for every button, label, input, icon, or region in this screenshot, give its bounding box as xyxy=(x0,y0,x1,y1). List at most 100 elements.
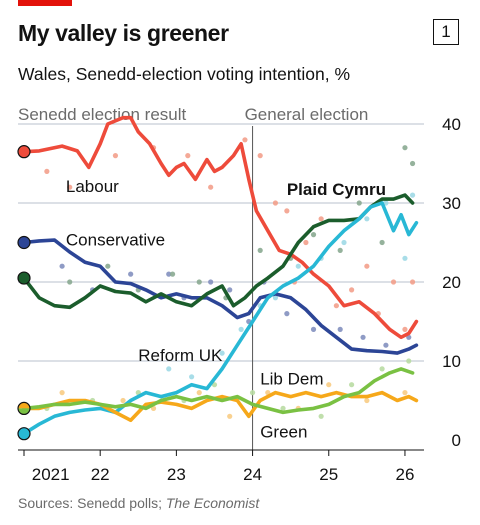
poll-dot xyxy=(402,390,408,396)
x-tick-label: 26 xyxy=(395,465,414,484)
annotation-general-election: General election xyxy=(245,105,369,124)
poll-dot xyxy=(360,334,366,340)
start-marker-conservative xyxy=(17,235,31,250)
axes: 0 10 20 30 40 2021 22 23 24 25 26 xyxy=(18,115,461,484)
gridlines xyxy=(18,123,424,362)
poll-dot xyxy=(169,271,176,277)
poll-dot xyxy=(318,413,324,419)
poll-dot xyxy=(44,168,50,174)
poll-dot xyxy=(295,263,301,269)
poll-dot xyxy=(196,279,202,285)
poll-dot xyxy=(409,192,416,198)
poll-dot xyxy=(249,390,256,396)
poll-dot xyxy=(272,295,279,301)
poll-dot xyxy=(402,255,408,261)
poll-dot xyxy=(333,303,339,309)
poll-dot xyxy=(284,208,290,214)
series-label-plaid-cymru: Plaid Cymru xyxy=(287,180,386,199)
poll-dot xyxy=(364,263,370,269)
poll-dot xyxy=(112,153,119,159)
poll-dot xyxy=(337,247,343,253)
series-label-conservative: Conservative xyxy=(66,231,165,250)
start-marker-labour xyxy=(17,145,31,159)
poll-dot xyxy=(128,271,134,277)
poll-dot xyxy=(310,326,317,332)
x-tick-label: 24 xyxy=(243,465,262,484)
start-marker-green xyxy=(18,408,30,415)
poll-dot xyxy=(166,271,172,277)
series-label-reform-uk: Reform UK xyxy=(138,346,223,365)
poll-dot xyxy=(59,390,65,396)
annotation-senedd-election: Senedd election result xyxy=(18,105,187,124)
poll-dot xyxy=(326,382,332,388)
poll-dot xyxy=(318,216,324,222)
series-line-plaid-cymru xyxy=(22,193,415,310)
poll-dot xyxy=(219,350,225,356)
series-lines xyxy=(22,115,419,436)
poll-dot xyxy=(242,137,248,143)
series-line-lib-dem xyxy=(22,390,419,423)
poll-dot xyxy=(208,279,214,285)
poll-dot xyxy=(310,232,317,238)
poll-dot xyxy=(185,153,191,159)
poll-dot xyxy=(337,326,343,332)
poll-dot xyxy=(189,374,195,380)
poll-dot xyxy=(196,390,202,396)
start-marker-lib-dem xyxy=(18,402,30,409)
x-tick-label: 2021 xyxy=(32,465,70,484)
series-label-lib-dem: Lib Dem xyxy=(260,370,323,389)
start-marker-libdem-green xyxy=(17,401,31,415)
poll-dot xyxy=(409,279,416,285)
series-label-green: Green xyxy=(260,423,307,442)
poll-dot xyxy=(379,366,385,372)
start-marker-outline xyxy=(17,401,31,415)
poll-dot xyxy=(409,160,416,167)
series-line-labour xyxy=(22,115,419,340)
poll-dot xyxy=(227,287,233,293)
economist-red-bar xyxy=(18,0,72,6)
y-tick-label: 30 xyxy=(442,194,461,213)
poll-dot xyxy=(341,239,347,246)
poll-dot xyxy=(402,145,408,151)
poll-dot xyxy=(166,366,172,372)
poll-dot xyxy=(402,326,408,332)
start-marker-plaid-cymru xyxy=(17,271,31,285)
poll-dot xyxy=(59,263,65,269)
chart-number-badge: 1 xyxy=(433,19,459,45)
poll-dot xyxy=(364,397,370,404)
x-tick-label: 23 xyxy=(167,465,186,484)
source-prefix: Sources: Senedd polls; xyxy=(18,495,166,511)
chart-title: My valley is greener xyxy=(18,20,229,46)
series-line-green xyxy=(22,367,415,415)
series-line-conservative xyxy=(22,238,419,355)
chart-subtitle: Wales, Senedd-election voting intention,… xyxy=(18,64,351,84)
poll-dot xyxy=(120,397,126,404)
poll-dot xyxy=(383,342,389,348)
poll-dot xyxy=(364,216,370,222)
series-labels: Labour Conservative Plaid Cymru Reform UK Li… xyxy=(66,177,386,442)
start-marker-reform-uk xyxy=(17,427,31,441)
poll-dot xyxy=(105,263,111,269)
poll-dot xyxy=(349,382,355,388)
x-tick-label: 25 xyxy=(319,465,338,484)
poll-dot xyxy=(67,279,73,285)
y-tick-label: 10 xyxy=(442,352,461,371)
poll-dot xyxy=(238,326,244,332)
poll-dot xyxy=(227,413,233,419)
poll-dot xyxy=(383,200,389,206)
poll-dot xyxy=(208,184,214,190)
y-tick-label: 20 xyxy=(442,273,461,292)
poll-dot xyxy=(303,239,309,246)
poll-dot xyxy=(406,358,412,364)
poll-dot xyxy=(356,200,362,206)
poll-dot xyxy=(67,184,73,190)
start-markers xyxy=(17,145,31,441)
x-tick-label: 22 xyxy=(91,465,110,484)
y-tick-label: 40 xyxy=(442,115,461,134)
series-line-reform-uk xyxy=(22,201,419,436)
poll-dot xyxy=(379,239,385,246)
poll-dot xyxy=(280,405,286,411)
poll-dot xyxy=(257,153,263,159)
source-name: The Economist xyxy=(165,495,260,511)
